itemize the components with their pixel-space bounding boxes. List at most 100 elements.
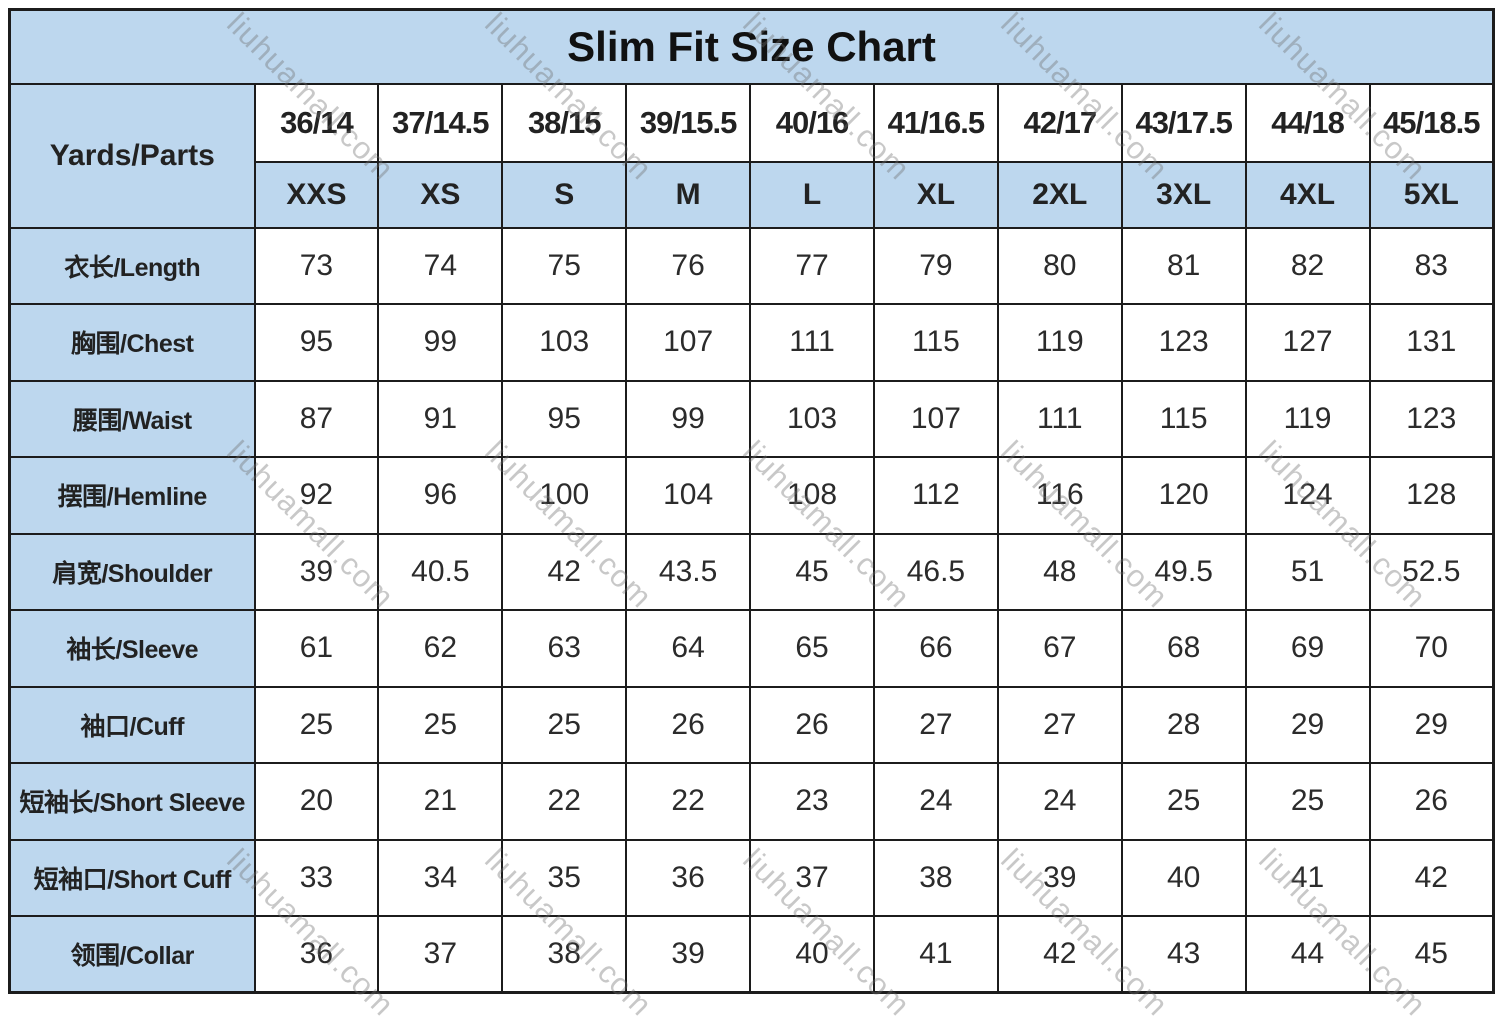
size-value-cell: 25 — [1120, 762, 1247, 841]
size-value-cell: 91 — [377, 379, 504, 458]
table-row: 领围/Collar 36 37 38 39 40 41 42 43 44 45 — [8, 915, 1495, 994]
size-value-cell: 92 — [253, 456, 380, 535]
size-value-cell: 36 — [625, 838, 752, 917]
size-value-cell: 52.5 — [1368, 532, 1495, 611]
table-row: 肩宽/Shoulder 39 40.5 42 43.5 45 46.5 48 49.5 51 52.… — [8, 532, 1495, 611]
size-value-cell: 119 — [996, 303, 1123, 382]
size-number-header: 43/17.5 — [1120, 82, 1247, 163]
size-value-cell: 68 — [1120, 609, 1247, 688]
size-value-cell: 116 — [996, 456, 1123, 535]
table-row: 摆围/Hemline 92 96 100 104 108 112 116 120 124 128 — [8, 456, 1495, 535]
size-value-cell: 23 — [749, 762, 875, 841]
size-value-cell: 25 — [253, 685, 380, 764]
size-value-cell: 38 — [872, 838, 999, 917]
row-label: 肩宽/Shoulder — [8, 532, 256, 611]
size-chart-page: Slim Fit Size Chart Yards/Parts 36/14 37/… — [8, 6, 1496, 1023]
size-value-cell: 69 — [1244, 609, 1371, 688]
size-number-header: 39/15.5 — [625, 82, 752, 163]
size-value-cell: 25 — [501, 685, 628, 764]
size-value-cell: 81 — [1120, 226, 1247, 305]
table-row: 衣长/Length 73 74 75 76 77 79 80 81 82 83 — [8, 226, 1495, 305]
size-value-cell: 40 — [749, 915, 875, 994]
size-number-header: 40/16 — [749, 82, 875, 163]
size-letter-header: 4XL — [1244, 160, 1371, 229]
size-value-cell: 87 — [253, 379, 380, 458]
size-value-cell: 44 — [1244, 915, 1371, 994]
size-value-cell: 43 — [1120, 915, 1247, 994]
size-letter-header: 5XL — [1368, 160, 1495, 229]
size-value-cell: 26 — [749, 685, 875, 764]
size-value-cell: 80 — [996, 226, 1123, 305]
row-label: 摆围/Hemline — [8, 456, 256, 535]
row-label: 短袖长/Short Sleeve — [8, 762, 256, 841]
size-value-cell: 83 — [1368, 226, 1495, 305]
size-value-cell: 40 — [1120, 838, 1247, 917]
size-value-cell: 26 — [1368, 762, 1495, 841]
size-value-cell: 107 — [625, 303, 752, 382]
size-value-cell: 20 — [253, 762, 380, 841]
size-value-cell: 70 — [1368, 609, 1495, 688]
table-row: 袖口/Cuff 25 25 25 26 26 27 27 28 29 29 — [8, 685, 1495, 764]
size-number-header: 45/18.5 — [1368, 82, 1495, 163]
size-number-header: 42/17 — [996, 82, 1123, 163]
chart-title: Slim Fit Size Chart — [8, 8, 1495, 85]
table-row: 胸围/Chest 95 99 103 107 111 115 119 123 127 131 — [8, 303, 1495, 382]
size-value-cell: 100 — [501, 456, 628, 535]
size-value-cell: 39 — [996, 838, 1123, 917]
size-value-cell: 104 — [625, 456, 752, 535]
size-chart-table: Slim Fit Size Chart Yards/Parts 36/14 37/… — [8, 8, 1496, 994]
corner-header-yards-parts: Yards/Parts — [8, 82, 256, 229]
size-letter-header: XS — [377, 160, 504, 229]
size-value-cell: 96 — [377, 456, 504, 535]
table-row: 短袖长/Short Sleeve 20 21 22 22 23 24 24 25 25 26 — [8, 762, 1495, 841]
row-label: 衣长/Length — [8, 226, 256, 305]
size-value-cell: 77 — [749, 226, 875, 305]
size-number-header: 37/14.5 — [377, 82, 504, 163]
size-value-cell: 103 — [749, 379, 875, 458]
size-value-cell: 82 — [1244, 226, 1371, 305]
size-value-cell: 99 — [625, 379, 752, 458]
size-value-cell: 123 — [1368, 379, 1495, 458]
size-value-cell: 29 — [1244, 685, 1371, 764]
size-value-cell: 27 — [872, 685, 999, 764]
size-value-cell: 29 — [1368, 685, 1495, 764]
row-label: 袖口/Cuff — [8, 685, 256, 764]
size-value-cell: 34 — [377, 838, 504, 917]
size-value-cell: 39 — [253, 532, 380, 611]
size-value-cell: 108 — [749, 456, 875, 535]
size-value-cell: 35 — [501, 838, 628, 917]
size-value-cell: 119 — [1244, 379, 1371, 458]
size-letters-row: XXS XS S M L XL 2XL 3XL 4XL 5XL — [10, 160, 1495, 229]
size-value-cell: 115 — [1120, 379, 1247, 458]
row-label: 腰围/Waist — [8, 379, 256, 458]
size-letter-header: XL — [872, 160, 999, 229]
size-value-cell: 124 — [1244, 456, 1371, 535]
row-label: 短袖口/Short Cuff — [8, 838, 256, 917]
size-numbers-row: Yards/Parts 36/14 37/14.5 38/15 39/15.5 40/1… — [8, 82, 1495, 229]
size-value-cell: 25 — [377, 685, 504, 764]
size-value-cell: 26 — [625, 685, 752, 764]
size-value-cell: 123 — [1120, 303, 1247, 382]
size-value-cell: 95 — [501, 379, 628, 458]
size-value-cell: 40.5 — [377, 532, 504, 611]
size-value-cell: 42 — [1368, 838, 1495, 917]
size-value-cell: 41 — [872, 915, 999, 994]
size-value-cell: 74 — [377, 226, 504, 305]
size-value-cell: 42 — [501, 532, 628, 611]
size-value-cell: 79 — [872, 226, 999, 305]
size-value-cell: 66 — [872, 609, 999, 688]
row-label: 胸围/Chest — [8, 303, 256, 382]
size-value-cell: 65 — [749, 609, 875, 688]
size-value-cell: 27 — [996, 685, 1123, 764]
size-letter-header: L — [749, 160, 875, 229]
size-value-cell: 42 — [996, 915, 1123, 994]
size-value-cell: 38 — [501, 915, 628, 994]
size-value-cell: 99 — [377, 303, 504, 382]
size-value-cell: 111 — [749, 303, 875, 382]
size-value-cell: 25 — [1244, 762, 1371, 841]
size-value-cell: 28 — [1120, 685, 1247, 764]
size-value-cell: 76 — [625, 226, 752, 305]
size-letter-header: XXS — [253, 160, 380, 229]
size-value-cell: 111 — [996, 379, 1123, 458]
row-label: 袖长/Sleeve — [8, 609, 256, 688]
